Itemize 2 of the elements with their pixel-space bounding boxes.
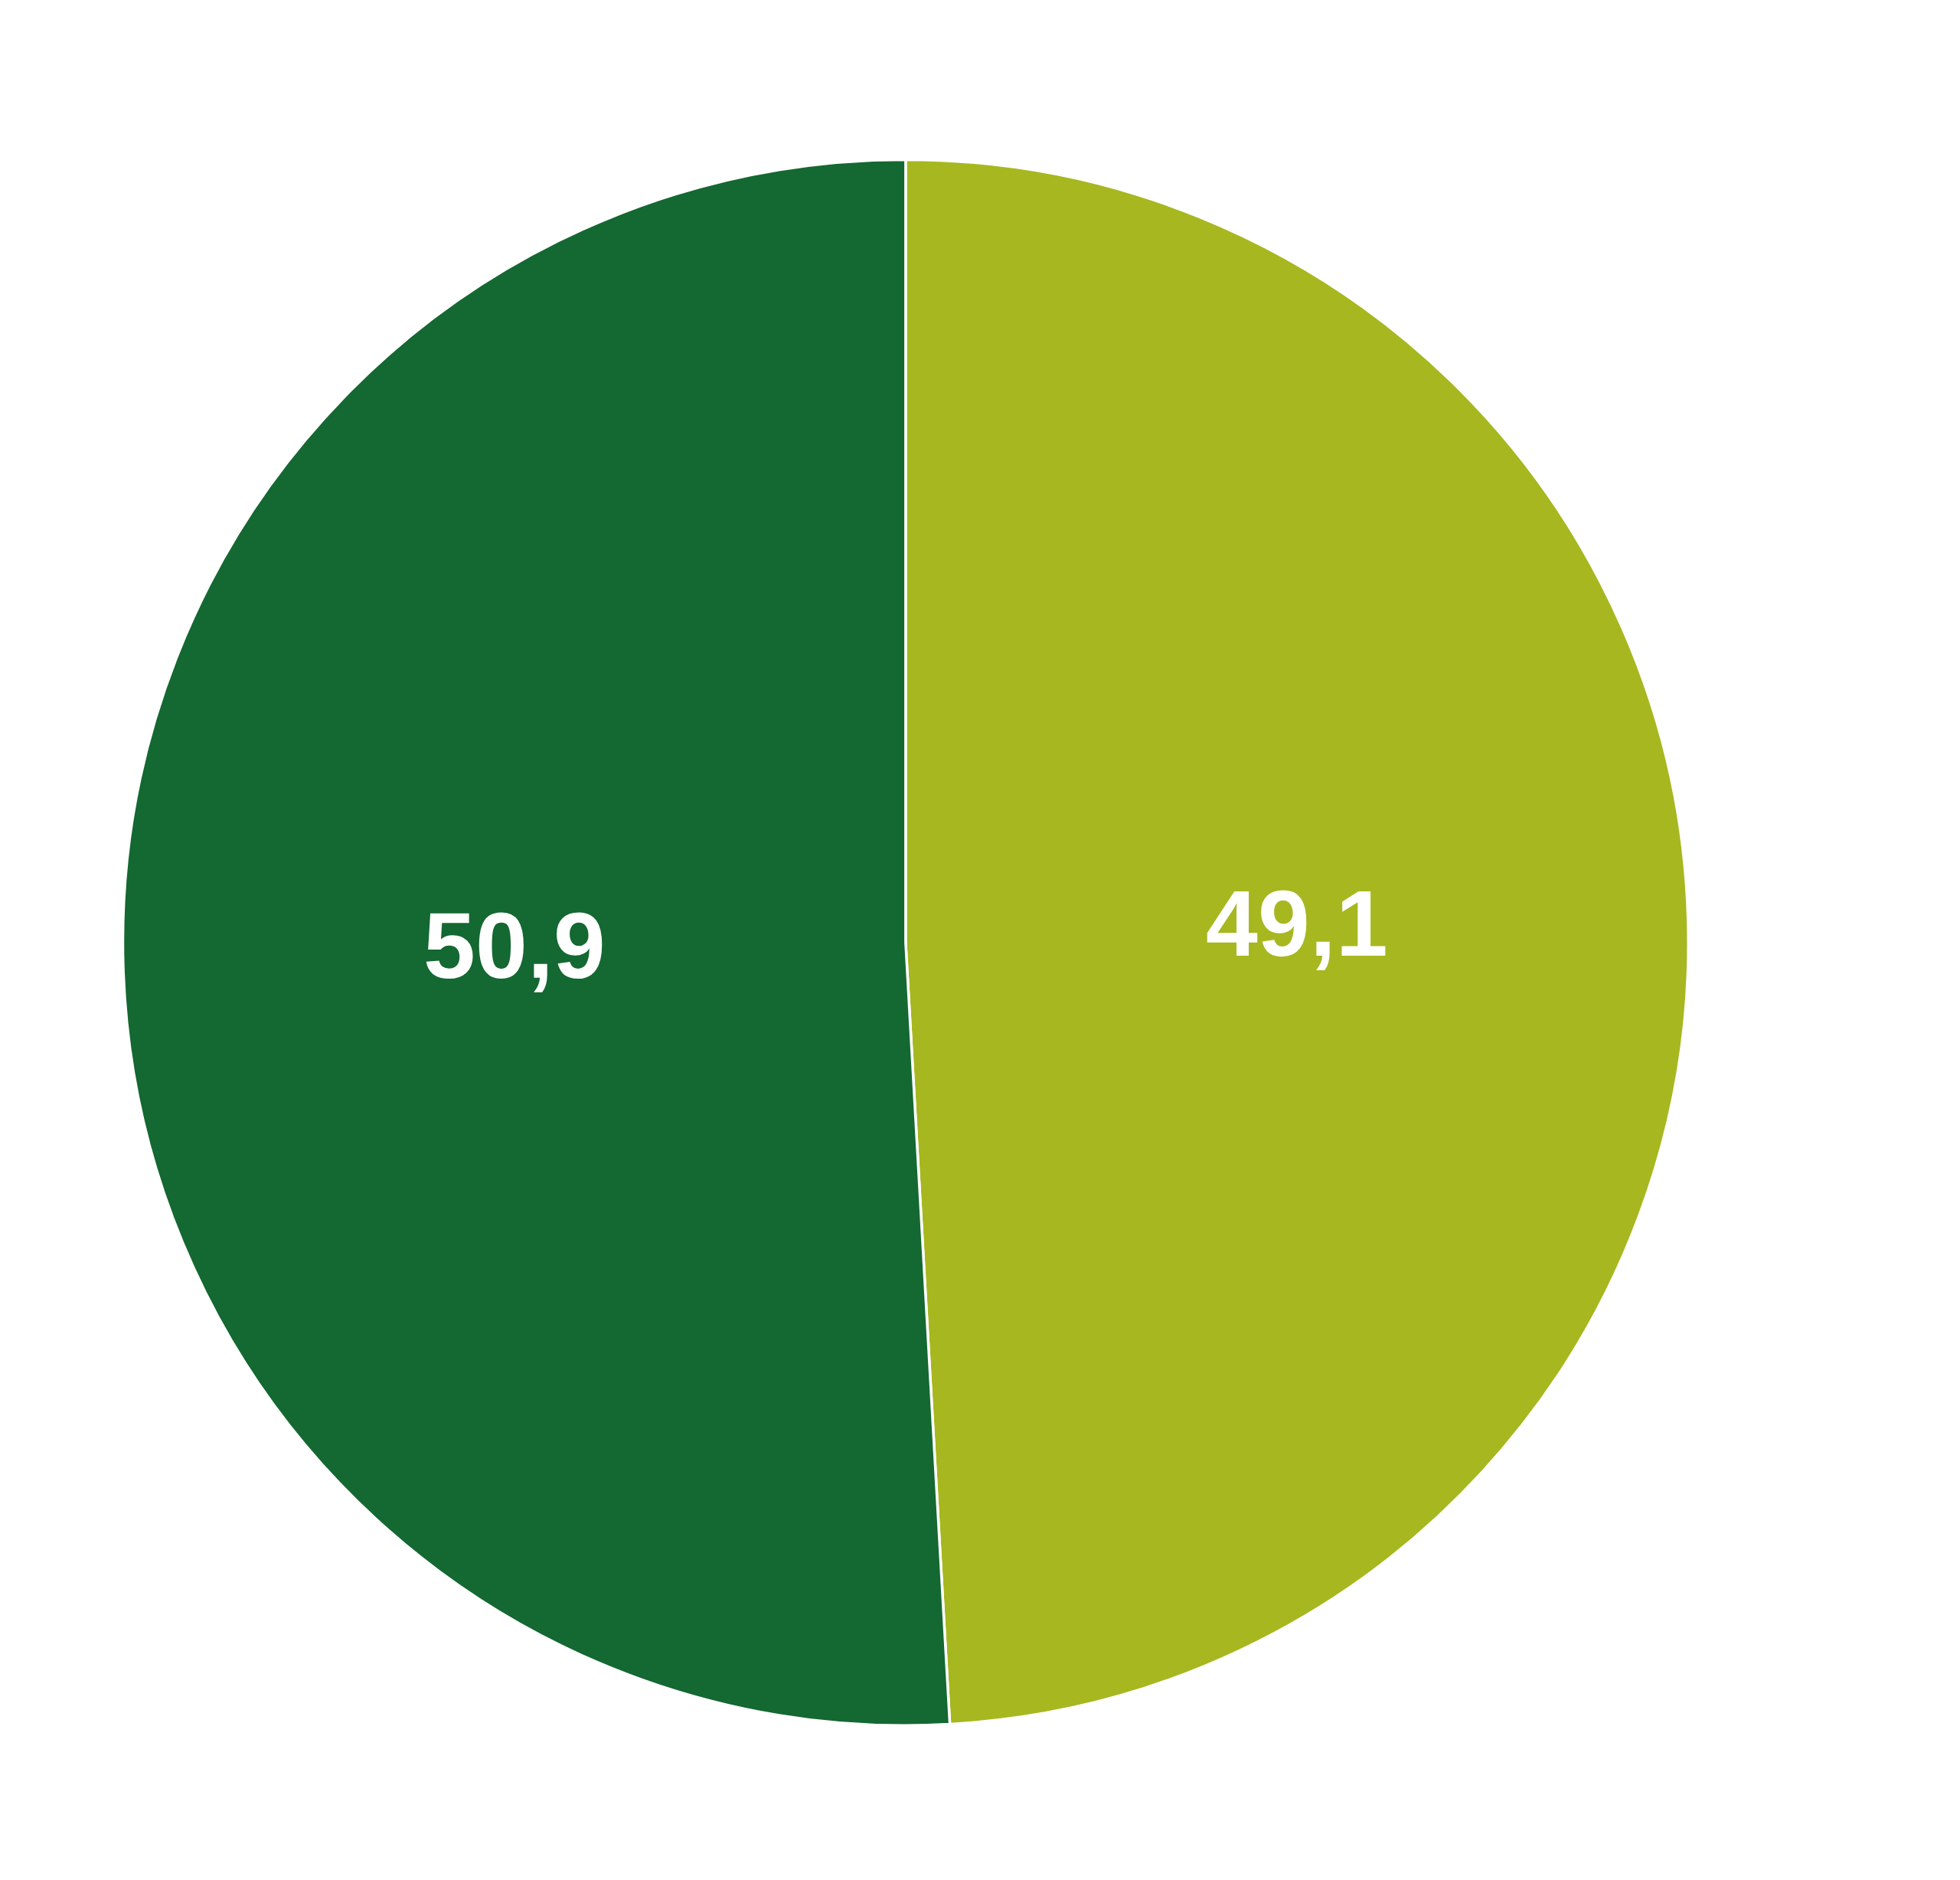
data-label: 49,1 xyxy=(1207,890,1386,970)
data-label: 50,9 xyxy=(426,912,603,992)
